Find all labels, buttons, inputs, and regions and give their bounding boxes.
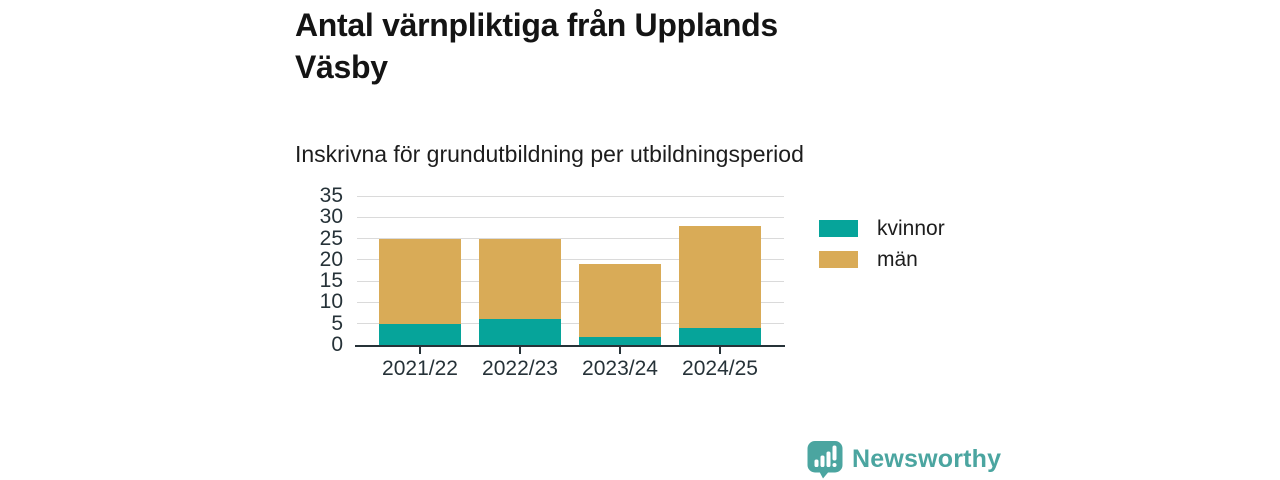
y-tick-label: 0 [331, 333, 343, 356]
bar-segment-män [479, 238, 561, 320]
bar-segment-kvinnor [579, 336, 661, 345]
plot-area: 0 5 10 15 20 25 30 35 2021/22 2022/23 2023/24 2024/… [320, 184, 785, 380]
bar-segment-kvinnor [379, 323, 461, 345]
y-gridline [357, 238, 784, 240]
x-tick-label: 2022/23 [482, 357, 558, 380]
legend-label: män [877, 247, 918, 271]
x-tick-label: 2021/22 [382, 357, 458, 380]
y-gridline [357, 195, 784, 197]
chart-title: Antal värnpliktiga från Upplands Väsby [295, 7, 778, 85]
chart-subtitle: Inskrivna för grundutbildning per utbild… [295, 141, 804, 167]
y-gridline [357, 280, 784, 282]
x-tick-mark [619, 347, 621, 354]
y-gridline [357, 216, 784, 218]
bar-segment-män [679, 225, 761, 328]
bar-segment-kvinnor [679, 327, 761, 345]
x-tick-label: 2023/24 [582, 357, 658, 380]
y-gridline [357, 259, 784, 261]
y-tick-label: 30 [319, 205, 343, 229]
x-tick-label: 2024/25 [682, 357, 758, 380]
y-tick-label: 5 [331, 311, 343, 335]
legend-label: kvinnor [877, 216, 945, 240]
legend-swatch [819, 251, 858, 268]
x-tick-mark [719, 347, 721, 354]
legend-item-män: män [819, 248, 945, 271]
bar-segment-män [579, 264, 661, 337]
x-axis-line [355, 344, 785, 347]
x-tick-mark [519, 347, 521, 354]
y-tick-label: 15 [319, 269, 343, 293]
legend-swatch [819, 220, 858, 237]
y-tick-label: 25 [319, 226, 343, 250]
y-gridline [357, 323, 784, 325]
bar-segment-män [379, 238, 461, 324]
newsworthy-logo-icon [807, 441, 843, 479]
brand-footer: Newsworthy [806, 440, 1001, 479]
x-tick-mark [419, 347, 421, 354]
legend-item-kvinnor: kvinnor [819, 217, 945, 240]
y-gridline [357, 301, 784, 303]
brand-name: Newsworthy [852, 445, 1002, 473]
y-tick-label: 10 [319, 290, 343, 314]
y-tick-label: 20 [319, 247, 343, 271]
legend: kvinnor män [819, 217, 945, 271]
y-tick-label: 35 [319, 184, 343, 207]
bar-segment-kvinnor [479, 319, 561, 345]
